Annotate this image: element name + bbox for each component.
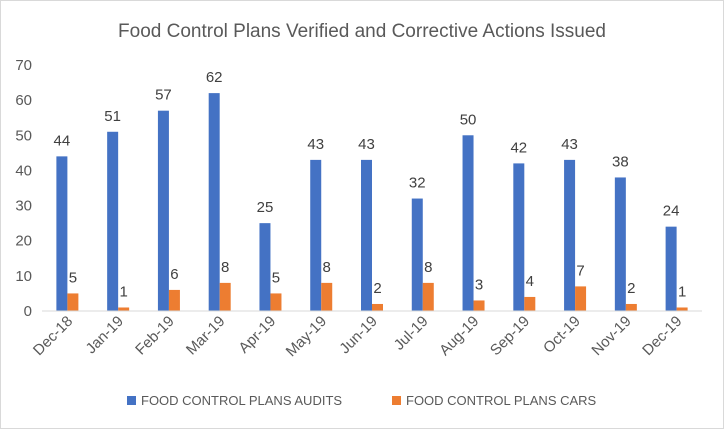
cars-bar	[422, 282, 434, 311]
cars-data-label: 5	[272, 269, 280, 286]
x-tick-label: Apr-19	[235, 313, 279, 357]
audits-bar	[208, 93, 220, 311]
cars-data-label: 5	[69, 269, 77, 286]
cars-data-label: 6	[170, 266, 178, 283]
audits-bar	[259, 223, 271, 311]
audits-bar	[411, 198, 423, 311]
legend-swatch-cars	[392, 396, 401, 405]
x-tick-label: Dec-19	[639, 313, 685, 359]
audits-data-label: 62	[206, 69, 223, 86]
x-tick-label: Feb-19	[132, 313, 178, 359]
cars-data-label: 3	[475, 276, 483, 293]
x-tick-label: Mar-19	[183, 313, 229, 359]
cars-data-label: 8	[221, 259, 229, 276]
audits-data-label: 24	[663, 203, 680, 220]
x-tick-label: Jul-19	[391, 313, 432, 354]
y-tick-label: 10	[15, 268, 32, 285]
cars-bar	[625, 303, 637, 311]
audits-data-label: 51	[104, 108, 121, 125]
y-axis-ticks: 0 10 20 30 40 50 60 70	[15, 57, 32, 320]
audits-data-label: 44	[54, 132, 71, 149]
cars-data-label: 1	[119, 283, 127, 300]
x-tick-label: Sep-19	[487, 313, 533, 359]
cars-bar	[67, 293, 79, 311]
y-tick-label: 30	[15, 198, 32, 215]
audits-data-label: 50	[460, 111, 477, 128]
audits-bar	[157, 110, 169, 311]
audits-data-label: 42	[510, 139, 527, 156]
cars-data-label: 1	[678, 283, 686, 300]
y-tick-label: 0	[24, 303, 32, 320]
audits-data-label: 43	[307, 136, 324, 153]
legend-label-cars: FOOD CONTROL PLANS CARS	[406, 393, 597, 408]
cars-bar	[524, 296, 536, 311]
audits-bar	[462, 135, 474, 311]
audits-bar	[56, 156, 68, 311]
x-tick-label: Dec-18	[30, 313, 76, 359]
audits-bar	[513, 163, 525, 311]
y-tick-label: 50	[15, 127, 32, 144]
audits-data-label: 32	[409, 175, 426, 192]
cars-data-label: 2	[627, 280, 635, 297]
cars-bar	[219, 282, 231, 311]
legend-label-audits: FOOD CONTROL PLANS AUDITS	[141, 393, 342, 408]
audits-bar	[361, 159, 372, 311]
cars-bar	[168, 289, 180, 311]
audits-data-label: 43	[561, 136, 578, 153]
audits-bar	[665, 226, 677, 311]
cars-data-label: 7	[576, 262, 584, 279]
legend-swatch-audits	[127, 396, 136, 405]
cars-bar	[372, 303, 383, 311]
cars-bar	[321, 282, 333, 311]
legend: FOOD CONTROL PLANS AUDITS FOOD CONTROL PL…	[127, 393, 597, 408]
cars-bar	[575, 286, 587, 311]
cars-bar	[270, 293, 282, 311]
cars-data-label: 8	[424, 259, 432, 276]
audits-bar	[310, 159, 322, 311]
cars-data-label: 4	[526, 273, 534, 290]
chart-title: Food Control Plans Verified and Correcti…	[118, 21, 606, 42]
x-tick-label: Jan-19	[83, 313, 127, 357]
x-tick-label: Aug-19	[436, 313, 482, 359]
cars-bar	[473, 300, 485, 311]
audits-bar	[614, 177, 626, 311]
y-tick-label: 60	[15, 92, 32, 109]
x-axis-ticks: Dec-18 Jan-19 Feb-19 Mar-19 Apr-19 May-19 Jun-…	[30, 313, 685, 360]
audits-data-label: 38	[612, 153, 629, 170]
y-tick-label: 20	[15, 233, 32, 250]
cars-bar	[118, 307, 130, 311]
x-tick-label: Nov-19	[588, 313, 634, 359]
audits-data-label: 57	[155, 87, 172, 104]
y-tick-label: 70	[15, 57, 32, 74]
audits-data-label: 25	[257, 199, 274, 216]
cars-data-label: 8	[323, 259, 331, 276]
x-tick-label: Oct-19	[540, 313, 584, 357]
y-tick-label: 40	[15, 162, 32, 179]
audits-bar	[107, 131, 119, 311]
cars-data-label: 2	[373, 280, 381, 297]
x-tick-label: May-19	[283, 313, 330, 360]
cars-bar	[676, 307, 688, 311]
audits-bar	[564, 159, 576, 311]
audits-data-label: 43	[358, 136, 375, 153]
x-tick-label: Jun-19	[336, 313, 380, 357]
